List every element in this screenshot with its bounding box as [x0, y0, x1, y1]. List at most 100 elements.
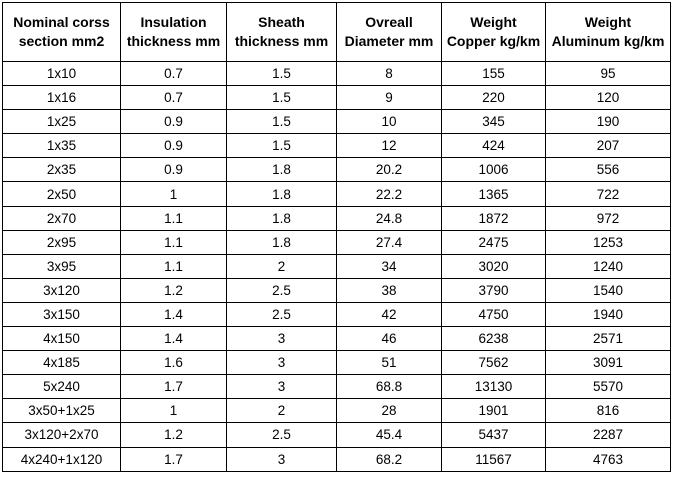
table-row: 1x10 0.7 1.5 8 155 95: [2, 60, 671, 87]
table-cell: 0.9: [120, 109, 227, 135]
table-cell: 2.5: [226, 422, 337, 448]
table-row: 3x120+2x70 1.2 2.5 45.4 5437 2287: [2, 422, 671, 448]
table-cell: 1.5: [226, 85, 337, 111]
table-cell: 3020: [441, 253, 546, 279]
table-cell: 51: [336, 350, 442, 376]
header-text: Weight: [470, 14, 517, 30]
table-cell: 1540: [545, 277, 671, 303]
table-cell: 3790: [441, 277, 546, 303]
table-cell: 1.8: [226, 205, 337, 231]
header-cell: Sheath thickness mm: [226, 2, 337, 62]
table-cell: 1253: [545, 229, 671, 255]
table-cell: 5570: [545, 374, 671, 400]
table-cell: 3: [226, 350, 337, 376]
table-cell: 11567: [441, 446, 546, 472]
header-cell: Insulation thickness mm: [120, 2, 227, 62]
table-cell: 7562: [441, 350, 546, 376]
table-cell: 4x240+1x120: [2, 446, 121, 472]
table-row: 3x95 1.1 2 34 3020 1240: [2, 253, 671, 279]
table-cell: 424: [441, 133, 546, 159]
table-body: 1x10 0.7 1.5 8 155 95 1x16 0.7 1.5 9 220 120 1x25 0.9…: [2, 60, 671, 472]
table-cell: 46: [336, 326, 442, 352]
table-cell: 2x70: [2, 205, 121, 231]
header-cell: Weight Copper kg/km: [441, 2, 546, 62]
table-cell: 3: [226, 374, 337, 400]
table-row: 1x35 0.9 1.5 12 424 207: [2, 133, 671, 159]
table-cell: 1.7: [120, 374, 227, 400]
table-cell: 1.1: [120, 253, 227, 279]
table-cell: 2.5: [226, 301, 337, 328]
table-cell: 95: [545, 60, 671, 87]
header-text: Aluminum kg/km: [551, 33, 665, 49]
table-cell: 38: [336, 277, 442, 303]
table-cell: 3x95: [2, 253, 121, 279]
table-cell: 1.8: [226, 181, 337, 207]
table-cell: 1.5: [226, 133, 337, 159]
table-row: 3x50+1x25 1 2 28 1901 816: [2, 398, 671, 424]
table-cell: 0.9: [120, 157, 227, 183]
table-cell: 207: [545, 133, 671, 159]
table-row: 3x150 1.4 2.5 42 4750 1940: [2, 301, 671, 328]
table-cell: 155: [441, 60, 546, 87]
table-cell: 68.2: [336, 446, 442, 472]
table-cell: 3091: [545, 350, 671, 376]
table-row: 4x150 1.4 3 46 6238 2571: [2, 326, 671, 352]
table-cell: 1.2: [120, 422, 227, 448]
table-cell: 2: [226, 253, 337, 279]
table-cell: 2571: [545, 326, 671, 352]
table-cell: 1940: [545, 301, 671, 328]
table-cell: 2x50: [2, 181, 121, 207]
header-cell: Weight Aluminum kg/km: [545, 2, 671, 62]
table-cell: 1x10: [2, 60, 121, 87]
table-cell: 4750: [441, 301, 546, 328]
header-text: Diameter mm: [344, 33, 434, 49]
table-row: 2x50 1 1.8 22.2 1365 722: [2, 181, 671, 207]
table-row: 1x25 0.9 1.5 10 345 190: [2, 109, 671, 135]
table-cell: 1.5: [226, 109, 337, 135]
table-cell: 1.4: [120, 326, 227, 352]
table-cell: 8: [336, 60, 442, 87]
table-cell: 24.8: [336, 205, 442, 231]
table-cell: 2.5: [226, 277, 337, 303]
table-cell: 816: [545, 398, 671, 424]
table-cell: 1.2: [120, 277, 227, 303]
table-cell: 4763: [545, 446, 671, 472]
header-text: thickness mm: [126, 33, 221, 49]
table-cell: 556: [545, 157, 671, 183]
table-cell: 1.4: [120, 301, 227, 328]
table-cell: 1240: [545, 253, 671, 279]
table-cell: 4x185: [2, 350, 121, 376]
table-cell: 972: [545, 205, 671, 231]
table-cell: 220: [441, 85, 546, 111]
table-cell: 1.5: [226, 60, 337, 87]
table-cell: 1x16: [2, 85, 121, 111]
table-row: 3x120 1.2 2.5 38 3790 1540: [2, 277, 671, 303]
header-text: thickness mm: [234, 33, 329, 49]
table-cell: 3: [226, 326, 337, 352]
table-cell: 120: [545, 85, 671, 111]
cable-table: Nominal corss section mm2 Insulation thickn…: [2, 2, 671, 472]
table-cell: 1006: [441, 157, 546, 183]
table-cell: 3: [226, 446, 337, 472]
table-row: 4x240+1x120 1.7 3 68.2 11567 4763: [2, 446, 671, 472]
header-row: Nominal corss section mm2 Insulation thickn…: [2, 2, 671, 62]
table-cell: 0.7: [120, 85, 227, 111]
table-cell: 1.1: [120, 229, 227, 255]
table-cell: 1.8: [226, 229, 337, 255]
table-row: 2x95 1.1 1.8 27.4 2475 1253: [2, 229, 671, 255]
table-cell: 20.2: [336, 157, 442, 183]
table-cell: 3x50+1x25: [2, 398, 121, 424]
table-cell: 3x120+2x70: [2, 422, 121, 448]
table-row: 2x70 1.1 1.8 24.8 1872 972: [2, 205, 671, 231]
header-text: Sheath: [258, 14, 305, 30]
table-cell: 1901: [441, 398, 546, 424]
table-cell: 68.8: [336, 374, 442, 400]
table-cell: 722: [545, 181, 671, 207]
header-text: section mm2: [18, 33, 105, 49]
table-cell: 27.4: [336, 229, 442, 255]
table-cell: 1872: [441, 205, 546, 231]
table-row: 5x240 1.7 3 68.8 13130 5570: [2, 374, 671, 400]
table-cell: 1x25: [2, 109, 121, 135]
table-row: 1x16 0.7 1.5 9 220 120: [2, 85, 671, 111]
